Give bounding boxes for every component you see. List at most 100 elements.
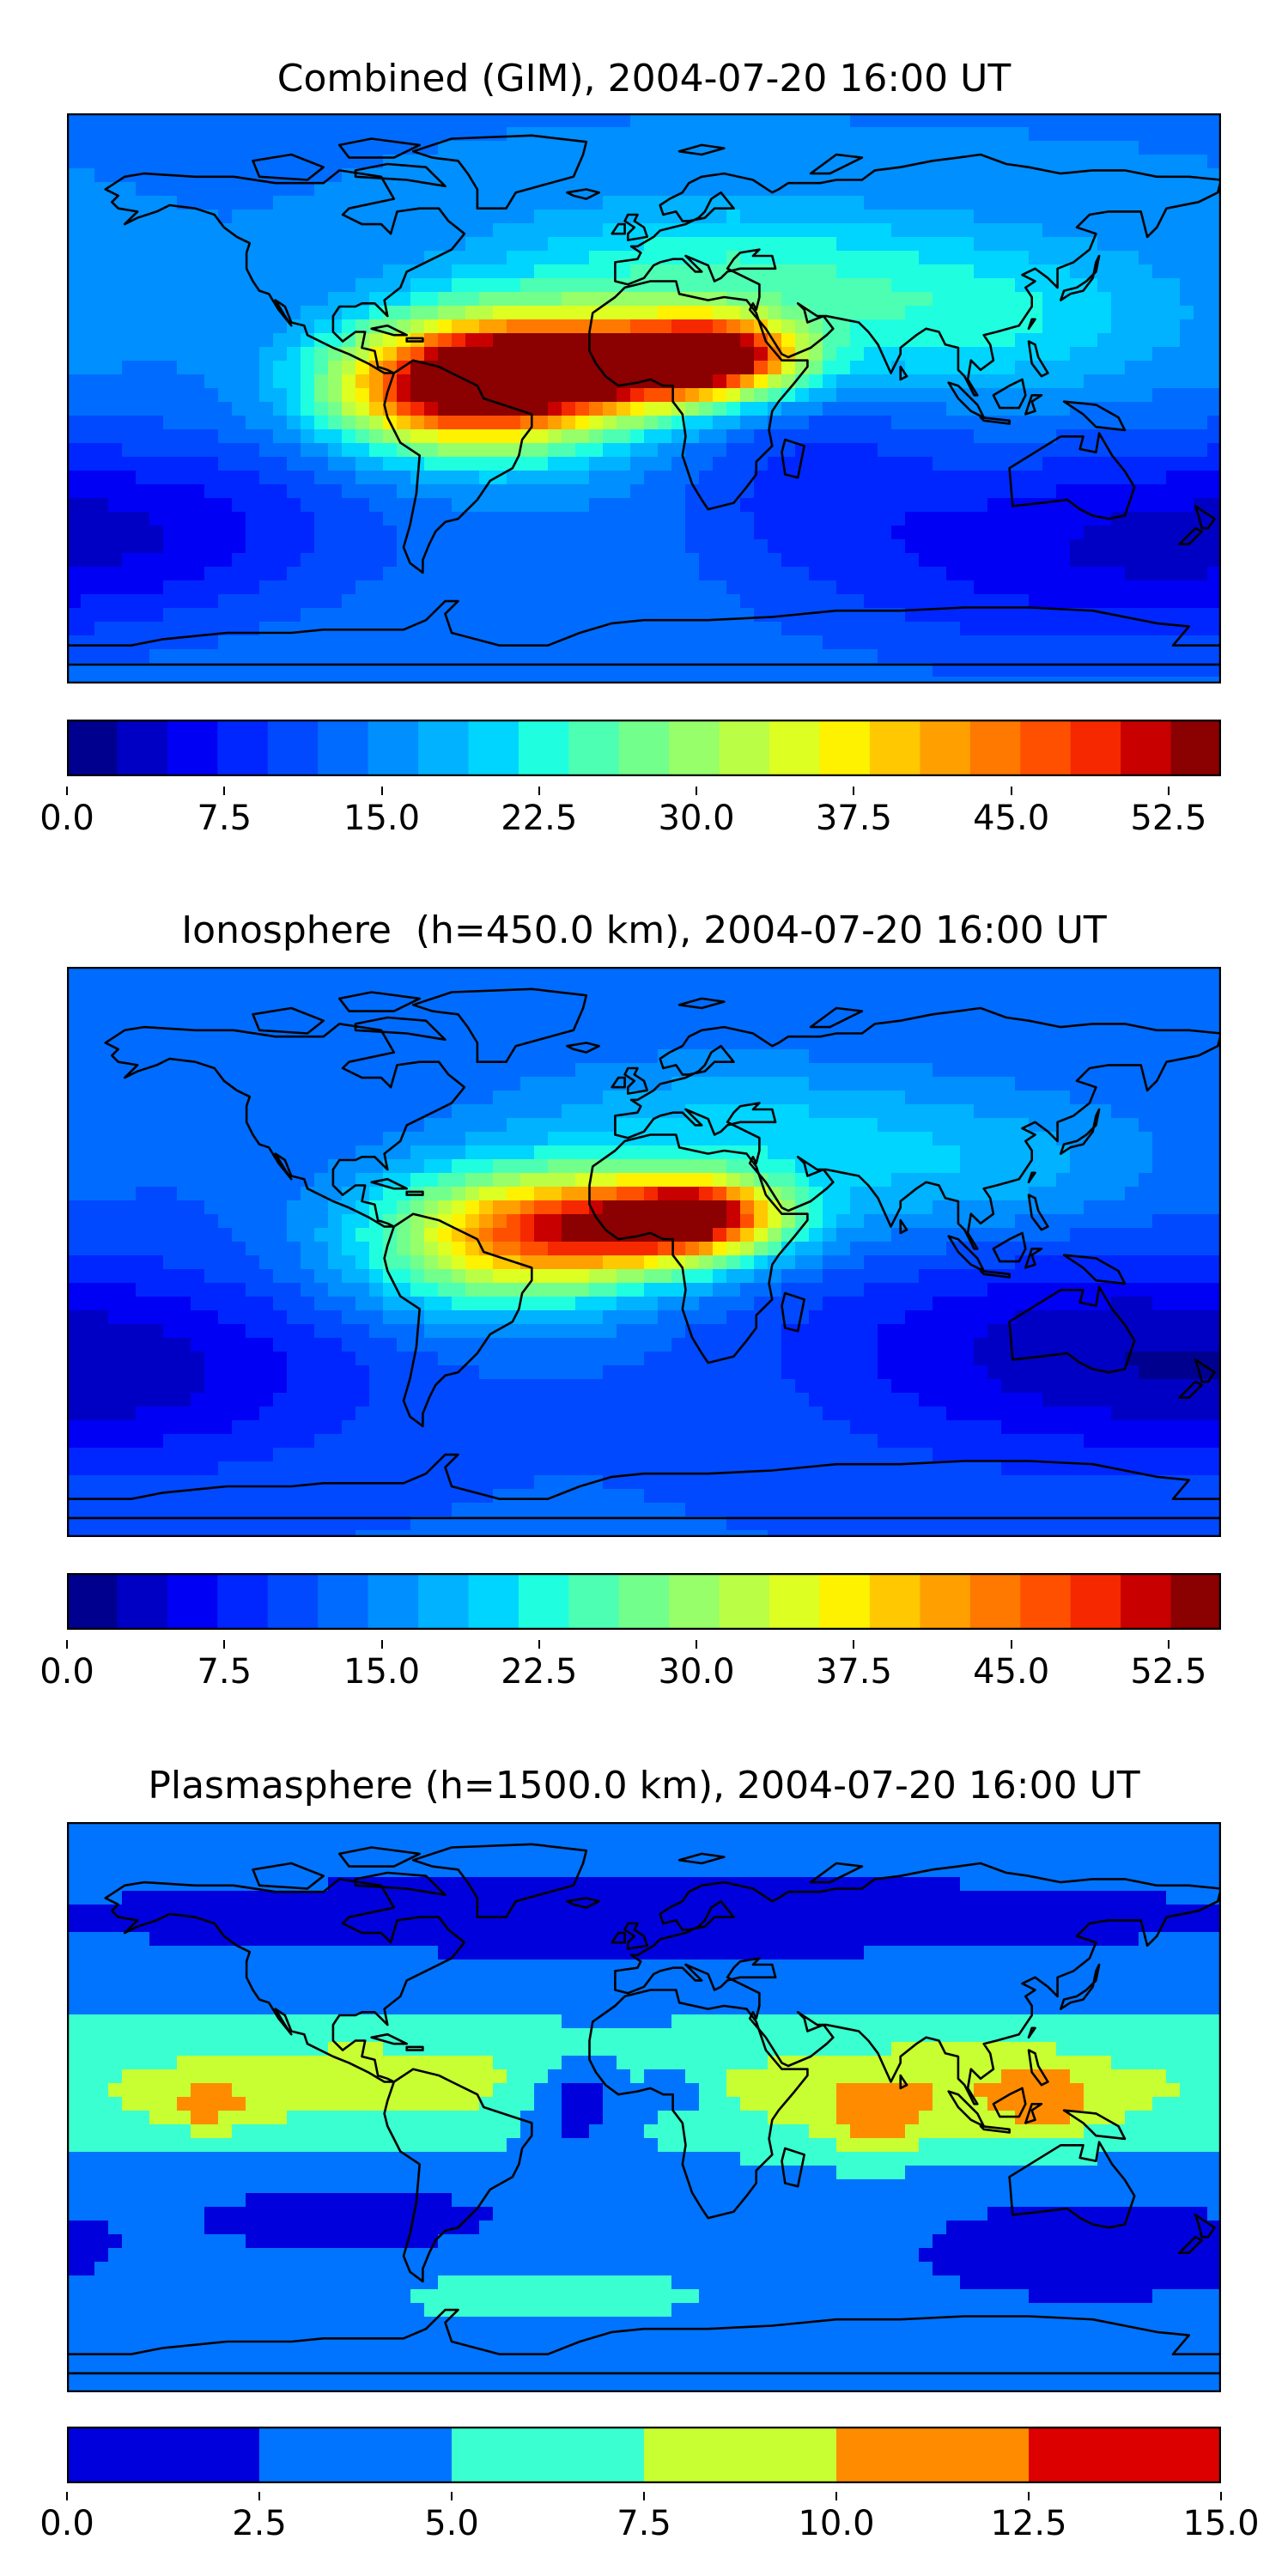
colorbar-swatch [719,720,770,776]
panel-title: Plasmasphere (h=1500.0 km), 2004-07-20 1… [148,1764,1140,1807]
colorbar-swatch [1070,720,1121,776]
colorbar-tick-mark [1010,1640,1012,1649]
colorbar-tick-mark [1220,2492,1222,2500]
colorbar-swatch [836,2427,1030,2483]
colorbar-tick-mark [696,1640,698,1649]
colorbar-tick-mark [643,2492,645,2500]
panel-title: Ionosphere (h=450.0 km), 2004-07-20 16:0… [181,908,1107,952]
colorbar-tick-label: 45.0 [973,1652,1050,1692]
colorbar-swatch [969,720,1021,776]
colorbar-swatch [969,1573,1021,1630]
colorbar-tick-mark [1167,787,1170,795]
colorbar-tick-label: 10.0 [798,2504,875,2543]
colorbar-tick-label: 7.5 [197,1652,252,1692]
colorbar-swatch [819,720,871,776]
colorbar-plasmasphere [67,2427,1221,2483]
colorbar-swatch [568,1573,620,1630]
colorbar-tick-label: 7.5 [197,799,252,838]
colorbar-swatch [920,1573,971,1630]
coastlines [67,134,1221,666]
colorbar-swatch [418,720,469,776]
colorbar-tick-label: 15.0 [343,1652,421,1692]
colorbar-tick-mark [223,1640,226,1649]
colorbar-swatch [167,720,218,776]
colorbar-tick-mark [258,2492,260,2500]
colorbar-swatch [217,720,269,776]
colorbar-tick-label: 0.0 [39,1652,94,1692]
colorbar-swatch [1070,1573,1121,1630]
colorbar-swatch [67,2427,260,2483]
colorbar-tick-mark [1028,2492,1030,2500]
colorbar-swatch [67,720,118,776]
colorbar-tick-mark [835,2492,837,2500]
colorbar-tick-mark [853,787,855,795]
coastlines [67,987,1221,1520]
colorbar-swatch [618,1573,670,1630]
colorbar-tick-mark [538,787,540,795]
colorbar-swatch [318,720,369,776]
colorbar-swatch [217,1573,269,1630]
colorbar-swatch [259,2427,453,2483]
colorbar-swatch [452,2427,645,2483]
colorbar-tick-mark [380,1640,383,1649]
colorbar-tick-label: 52.5 [1130,1652,1207,1692]
colorbar-swatch [719,1573,770,1630]
colorbar-tick-label: 37.5 [815,799,892,838]
colorbar-ionosphere [67,1573,1221,1630]
colorbar-tick-label: 45.0 [973,799,1050,838]
colorbar-tick-mark [66,1640,68,1649]
colorbar-swatch [618,720,670,776]
colorbar-ticks-combined: 0.0 7.5 15.0 22.5 30.0 37.5 45.0 52.5 [39,787,1221,840]
colorbar-swatch [117,720,168,776]
colorbar-tick-label: 22.5 [501,1652,578,1692]
colorbar-tick-label: 2.5 [232,2504,287,2543]
colorbar-swatch [869,1573,920,1630]
colorbar-tick-mark [538,1640,540,1649]
colorbar-tick-label: 7.5 [617,2504,671,2543]
colorbar-swatch [318,1573,369,1630]
colorbar-ticks-ionosphere: 0.0 7.5 15.0 22.5 30.0 37.5 45.0 52.5 [39,1640,1221,1693]
colorbar-tick-label: 30.0 [658,799,735,838]
colorbar-tick-label: 5.0 [424,2504,479,2543]
map-ionosphere [67,967,1221,1537]
map-frame [67,1822,1221,2392]
colorbar-tick-mark [223,787,226,795]
colorbar-tick-mark [853,1640,855,1649]
map-plasmasphere [67,1822,1221,2392]
colorbar-swatch [1170,1573,1221,1630]
colorbar-tick-mark [66,787,68,795]
colorbar-swatch [468,720,519,776]
colorbar-combined [67,720,1221,776]
colorbar-tick-label: 12.5 [990,2504,1067,2543]
colorbar-swatch [267,1573,319,1630]
colorbar-swatch [418,1573,469,1630]
colorbar-swatch [1121,720,1172,776]
colorbar-swatch [669,720,720,776]
colorbar-swatch [568,720,620,776]
colorbar-tick-mark [66,2492,68,2500]
colorbar-tick-mark [380,787,383,795]
colorbar-tick-label: 37.5 [815,1652,892,1692]
colorbar-tick-label: 30.0 [658,1652,735,1692]
colorbar-tick-mark [1167,1640,1170,1649]
colorbar-tick-label: 52.5 [1130,799,1207,838]
colorbar-tick-label: 0.0 [39,2504,94,2543]
map-frame [67,967,1221,1537]
colorbar-swatch [117,1573,168,1630]
colorbar-swatch [468,1573,519,1630]
colorbar-swatch [518,720,569,776]
colorbar-swatch [67,1573,118,1630]
colorbar-swatch [819,1573,871,1630]
colorbar-tick-mark [696,787,698,795]
colorbar-swatch [1170,720,1221,776]
panel-title: Combined (GIM), 2004-07-20 16:00 UT [276,57,1012,100]
colorbar-swatch [869,720,920,776]
colorbar-tick-label: 22.5 [501,799,578,838]
colorbar-swatch [769,1573,821,1630]
colorbar-tick-mark [1010,787,1012,795]
colorbar-tick-label: 15.0 [1182,2504,1260,2543]
colorbar-ticks-plasmasphere: 0.0 2.5 5.0 7.5 10.0 12.5 15.0 [39,2492,1260,2545]
colorbar-tick-mark [451,2492,453,2500]
colorbar-swatch [368,720,419,776]
colorbar-swatch [769,720,821,776]
